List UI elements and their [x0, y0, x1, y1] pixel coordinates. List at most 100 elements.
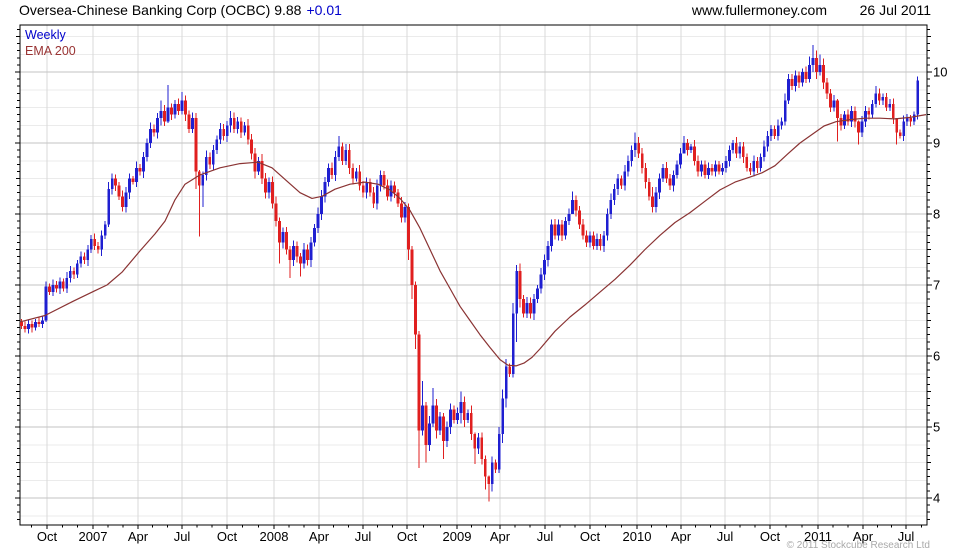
candle-body	[626, 160, 630, 172]
candle-body	[571, 199, 574, 214]
gridlines	[20, 25, 927, 525]
candle-body	[480, 437, 484, 459]
candle-body	[86, 249, 90, 261]
candle-body	[229, 118, 233, 126]
candle-body	[197, 171, 201, 186]
x-axis-label: 2009	[443, 529, 472, 544]
candle-body	[888, 103, 892, 108]
candle-body	[295, 245, 299, 257]
candle-body	[870, 103, 874, 115]
x-axis-label: Apr	[309, 529, 330, 544]
candle-body	[755, 160, 759, 168]
candle-body	[414, 285, 417, 335]
candle-body	[846, 114, 850, 122]
candle-body	[239, 121, 243, 133]
candle-body	[462, 402, 466, 420]
candle-body	[93, 238, 97, 246]
candle-body	[435, 405, 438, 431]
x-axis-label: Oct	[397, 529, 418, 544]
candle-body	[581, 224, 585, 236]
y-axis-label: 6	[933, 349, 940, 364]
x-axis-label: Jul	[537, 529, 554, 544]
candle-body	[724, 160, 728, 168]
candle-body	[61, 281, 65, 289]
candle-body	[867, 111, 871, 115]
candle-body	[396, 192, 400, 204]
x-axis-label: Jul	[174, 529, 191, 544]
candle-body	[916, 80, 920, 115]
candle-body	[804, 72, 808, 80]
candle-body	[445, 427, 449, 442]
y-axis-label: 7	[933, 278, 940, 293]
candle-body	[365, 182, 369, 193]
candle-body	[759, 157, 763, 168]
candle-body	[727, 150, 731, 161]
candle-body	[163, 111, 166, 122]
candle-body	[37, 321, 41, 325]
candle-body	[856, 121, 860, 133]
candle-body	[651, 196, 655, 207]
candle-body	[138, 167, 142, 172]
candle-body	[508, 366, 512, 374]
x-axis-label: Jul	[355, 529, 372, 544]
x-axis-label: Oct	[37, 529, 58, 544]
candle-body	[358, 171, 362, 186]
candle-body	[898, 132, 902, 136]
candle-body	[368, 182, 372, 193]
candle-body	[250, 139, 254, 154]
candle-body	[375, 185, 379, 204]
candle-body	[201, 174, 205, 186]
candle-body	[51, 285, 55, 293]
candle-body	[103, 224, 107, 236]
page-title: Oversea-Chinese Banking Corp (OCBC) 9.88…	[19, 2, 342, 18]
candle-body	[850, 111, 853, 122]
candle-body	[58, 281, 62, 289]
candle-body	[501, 398, 505, 435]
candle-body	[135, 167, 138, 183]
candle-body	[860, 121, 864, 133]
candle-body	[515, 270, 519, 314]
candle-body	[72, 270, 76, 275]
candle-body	[96, 245, 100, 250]
candle-body	[881, 96, 885, 101]
candle-body	[741, 146, 745, 158]
candle-body	[225, 125, 229, 136]
candle-body	[780, 121, 784, 126]
candle-body	[476, 437, 480, 449]
candle-body	[386, 185, 390, 197]
candle-body	[560, 224, 564, 236]
candle-body	[417, 334, 421, 431]
candle-body	[536, 288, 539, 300]
candle-body	[459, 402, 463, 413]
candle-body	[243, 125, 247, 133]
candle-body	[218, 128, 222, 140]
candle-body	[832, 100, 836, 108]
candle-body	[797, 75, 801, 83]
candle-body	[658, 178, 662, 193]
candle-body	[142, 157, 145, 172]
candle-body	[100, 235, 104, 250]
candle-body	[23, 326, 27, 330]
candle-body	[762, 146, 766, 158]
candle-body	[149, 128, 152, 143]
x-axis-label: Apr	[671, 529, 692, 544]
instrument-title: Oversea-Chinese Banking Corp (OCBC) 9.88	[19, 2, 302, 18]
candle-body	[769, 128, 773, 136]
candle-body	[177, 103, 180, 112]
candle-body	[128, 178, 131, 193]
website-link[interactable]: www.fullermoney.com	[691, 2, 827, 18]
candle-body	[382, 174, 386, 186]
candle-body	[82, 256, 86, 261]
candle-body	[574, 199, 578, 211]
candle-body	[891, 103, 895, 119]
candle-body	[525, 302, 529, 314]
candle-body	[292, 245, 295, 261]
candle-body	[490, 462, 494, 484]
candle-body	[180, 100, 184, 112]
candle-body	[654, 192, 658, 207]
candle-body	[410, 249, 414, 285]
candle-body	[605, 214, 609, 236]
candle-body	[665, 167, 668, 179]
candle-body	[877, 93, 881, 101]
